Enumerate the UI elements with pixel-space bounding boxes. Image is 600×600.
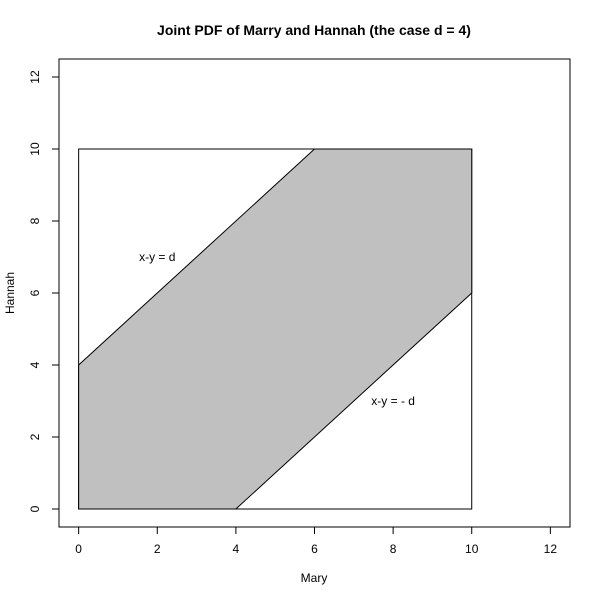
- y-tick-label: 0: [28, 505, 42, 512]
- annotation-2: x-y = - d: [371, 394, 415, 408]
- x-tick-label: 12: [544, 542, 558, 556]
- x-tick-label: 4: [233, 542, 240, 556]
- y-tick-label: 6: [28, 289, 42, 296]
- y-tick-label: 4: [28, 361, 42, 368]
- y-axis-label: Hannah: [3, 272, 17, 314]
- chart-title: Joint PDF of Marry and Hannah (the case …: [157, 22, 471, 38]
- square-boundary: [78, 148, 473, 510]
- x-axis: 0 2 4 6 8 10 12: [75, 526, 558, 556]
- x-tick-label: 6: [311, 542, 318, 556]
- annotation-1: x-y = d: [139, 250, 175, 264]
- y-axis: 0 2 4 6 8 10 12: [28, 70, 60, 512]
- y-tick-label: 10: [28, 142, 42, 156]
- y-tick-label: 2: [28, 433, 42, 440]
- shaded-region: [78, 148, 473, 510]
- y-tick-label: 12: [28, 70, 42, 84]
- x-axis-label: Mary: [301, 571, 328, 585]
- y-tick-label: 8: [28, 217, 42, 224]
- x-tick-label: 0: [75, 542, 82, 556]
- x-tick-label: 2: [154, 542, 161, 556]
- data-layer: x-y = d x-y = - d: [78, 148, 473, 510]
- x-tick-label: 10: [465, 542, 479, 556]
- x-tick-label: 8: [390, 542, 397, 556]
